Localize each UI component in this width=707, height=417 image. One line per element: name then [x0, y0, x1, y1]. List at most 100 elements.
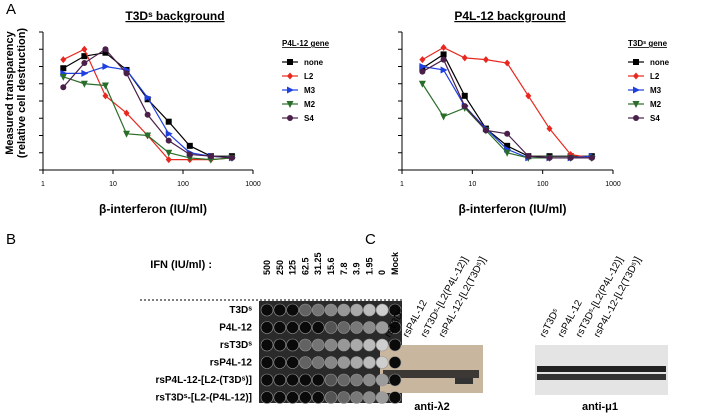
- well: [350, 373, 363, 387]
- well: [273, 338, 287, 352]
- legend-label: L2: [650, 72, 660, 81]
- marker: [419, 63, 427, 70]
- legend-label: S4: [650, 114, 660, 123]
- marker: [60, 84, 67, 91]
- column-label: 0: [377, 270, 387, 275]
- marker: [144, 132, 152, 140]
- blot-caption: anti-λ2: [414, 401, 449, 413]
- well: [363, 391, 376, 404]
- well: [299, 338, 312, 352]
- marker: [504, 142, 511, 149]
- x-tick-label: 10: [109, 181, 117, 188]
- well: [337, 356, 351, 369]
- panel-letter: B: [6, 231, 16, 248]
- well: [299, 356, 312, 369]
- well: [388, 373, 402, 387]
- well: [311, 338, 325, 352]
- well: [375, 373, 389, 387]
- chart-title: T3Dˢ background: [125, 9, 224, 23]
- marker: [567, 154, 574, 161]
- column-label: 62.5: [300, 257, 310, 275]
- well: [363, 321, 376, 334]
- well: [286, 373, 299, 387]
- marker: [165, 156, 172, 164]
- marker: [102, 49, 109, 56]
- well: [299, 391, 312, 404]
- legend-marker: [633, 59, 639, 65]
- marker: [186, 142, 193, 149]
- marker: [207, 153, 214, 160]
- legend-marker: [286, 101, 294, 108]
- legend-label: none: [650, 58, 670, 67]
- row-label: P4L-12: [219, 323, 252, 334]
- row-label: rsP4L-12-[L2-(T3Dˢ)]: [155, 375, 252, 386]
- well: [324, 356, 338, 369]
- legend-marker: [632, 101, 640, 108]
- panel-letter: C: [365, 231, 376, 248]
- marker: [418, 80, 426, 88]
- well: [260, 356, 274, 369]
- marker: [440, 51, 447, 58]
- well: [324, 391, 338, 404]
- blot-caption: anti-μ1: [582, 401, 618, 413]
- well: [286, 356, 299, 369]
- legend-label: M2: [650, 100, 662, 109]
- well: [388, 338, 402, 352]
- column-label: 15.6: [326, 257, 336, 275]
- series-line: [63, 52, 232, 157]
- band: [537, 366, 666, 372]
- marker: [102, 92, 109, 100]
- marker: [525, 153, 532, 160]
- marker: [165, 137, 172, 144]
- marker: [482, 56, 489, 64]
- marker: [60, 56, 67, 64]
- x-tick-label: 1000: [245, 181, 261, 188]
- well: [260, 338, 274, 352]
- well: [363, 356, 376, 369]
- marker: [165, 130, 173, 138]
- column-label: 31.25: [313, 252, 323, 275]
- well: [324, 338, 338, 352]
- marker: [123, 70, 130, 77]
- legend-label: S4: [304, 114, 314, 123]
- marker: [461, 54, 468, 62]
- marker: [503, 149, 511, 157]
- well: [375, 338, 389, 352]
- marker: [461, 92, 468, 99]
- well: [311, 321, 325, 334]
- marker: [504, 130, 511, 137]
- marker: [60, 65, 67, 72]
- marker: [123, 130, 131, 138]
- marker: [525, 92, 532, 100]
- marker: [228, 154, 235, 161]
- marker: [440, 56, 447, 63]
- x-tick-label: 100: [537, 181, 549, 188]
- marker: [102, 63, 110, 70]
- well: [363, 338, 376, 352]
- well: [286, 321, 299, 334]
- well: [324, 303, 338, 317]
- marker: [546, 154, 553, 161]
- well: [273, 321, 287, 334]
- well: [260, 303, 274, 317]
- marker: [102, 46, 109, 53]
- marker: [123, 109, 130, 117]
- legend-marker: [633, 72, 639, 80]
- marker: [144, 94, 152, 102]
- well: [337, 338, 351, 352]
- column-label: 1.95: [364, 257, 374, 275]
- panel-letter: A: [6, 1, 16, 18]
- marker: [101, 82, 109, 90]
- well: [337, 391, 351, 404]
- marker: [461, 103, 468, 110]
- well: [324, 321, 338, 334]
- marker: [144, 111, 151, 118]
- well: [273, 356, 287, 369]
- well: [388, 356, 402, 369]
- marker: [186, 151, 193, 158]
- marker: [165, 149, 173, 157]
- marker: [504, 59, 511, 67]
- marker: [419, 68, 426, 75]
- well: [375, 356, 389, 369]
- marker: [440, 66, 448, 74]
